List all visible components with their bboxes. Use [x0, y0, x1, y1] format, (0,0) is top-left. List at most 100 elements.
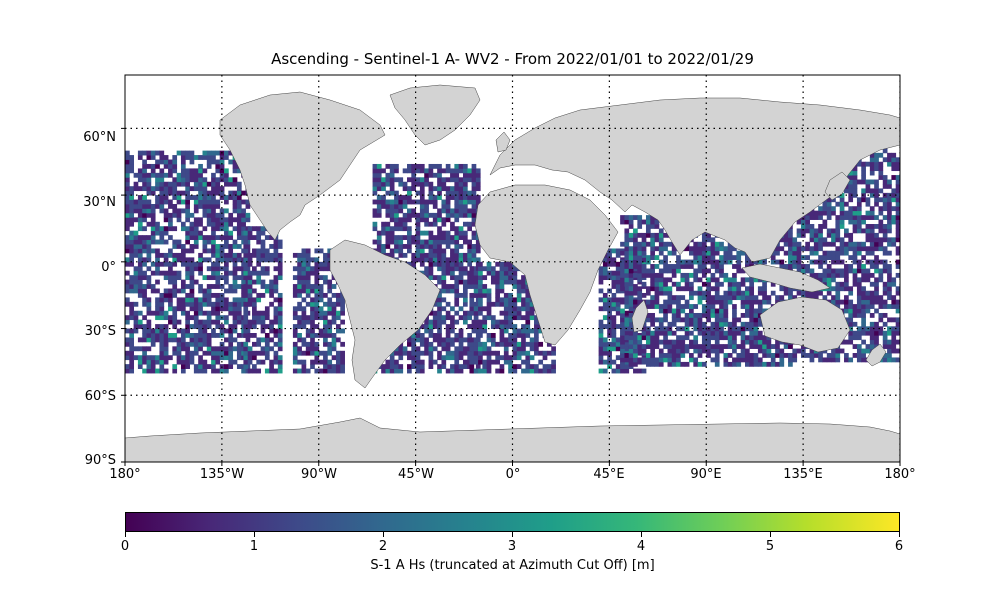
- data-cell: [441, 248, 447, 254]
- data-cell: [654, 295, 660, 301]
- data-cell: [273, 359, 279, 365]
- data-cell: [865, 304, 871, 309]
- data-cell: [689, 295, 694, 301]
- data-cell: [745, 357, 750, 363]
- data-cell: [168, 181, 173, 187]
- data-cell: [521, 350, 526, 356]
- data-cell: [163, 324, 169, 329]
- data-cell: [150, 341, 156, 347]
- data-cell: [243, 235, 249, 240]
- data-cell: [831, 272, 836, 278]
- data-cell: [372, 190, 378, 196]
- data-cell: [219, 355, 225, 361]
- data-cell: [615, 279, 621, 285]
- data-cell: [454, 252, 460, 258]
- data-cell: [236, 208, 242, 214]
- data-cell: [887, 277, 892, 283]
- data-cell: [142, 208, 147, 214]
- data-cell: [723, 255, 729, 261]
- data-cell: [458, 244, 464, 249]
- data-cell: [475, 195, 481, 200]
- data-cell: [335, 337, 341, 343]
- data-cell: [471, 163, 477, 169]
- data-cell: [202, 359, 208, 365]
- data-cell: [385, 208, 391, 214]
- data-cell: [150, 364, 156, 369]
- data-cell: [637, 264, 643, 269]
- data-cell: [133, 172, 139, 178]
- data-cell: [689, 259, 694, 265]
- data-cell: [335, 297, 341, 303]
- data-cell: [159, 306, 165, 312]
- data-cell: [247, 346, 253, 352]
- data-cell: [163, 186, 169, 192]
- data-cell: [684, 344, 690, 349]
- data-cell: [189, 257, 195, 263]
- data-cell: [331, 301, 337, 307]
- data-cell: [273, 355, 279, 361]
- data-cell: [428, 181, 434, 187]
- data-cell: [719, 321, 724, 327]
- data-cell: [826, 353, 832, 358]
- data-cell: [732, 272, 737, 278]
- data-cell: [323, 275, 328, 281]
- data-cell: [419, 244, 425, 249]
- data-cell: [525, 355, 531, 361]
- data-cell: [450, 177, 455, 183]
- data-cell: [215, 177, 221, 183]
- data-cell: [428, 324, 434, 329]
- data-cell: [163, 230, 169, 236]
- data-cell: [693, 272, 699, 278]
- data-cell: [598, 306, 604, 312]
- data-cell: [835, 290, 841, 296]
- data-cell: [473, 337, 479, 343]
- data-cell: [684, 312, 690, 318]
- data-cell: [645, 335, 651, 341]
- data-cell: [424, 217, 429, 223]
- data-cell: [411, 257, 417, 263]
- data-cell: [269, 364, 274, 369]
- data-cell: [710, 344, 716, 349]
- data-cell: [749, 295, 755, 301]
- data-cell: [310, 319, 315, 325]
- data-cell: [142, 226, 147, 232]
- data-cell: [615, 306, 621, 312]
- data-cell: [645, 215, 651, 220]
- data-cell: [133, 204, 139, 209]
- data-cell: [277, 346, 283, 352]
- data-cell: [424, 319, 429, 325]
- data-cell: [445, 355, 451, 361]
- data-cell: [236, 195, 242, 200]
- data-cell: [323, 324, 328, 329]
- antarctica: [125, 417, 900, 462]
- data-cell: [376, 248, 382, 254]
- data-cell: [684, 361, 690, 367]
- data-cell: [137, 346, 143, 352]
- data-cell: [462, 359, 468, 365]
- data-cell: [818, 246, 823, 252]
- data-cell: [159, 177, 165, 183]
- data-cell: [256, 248, 262, 254]
- data-cell: [775, 344, 780, 349]
- data-cell: [155, 150, 160, 156]
- data-cell: [252, 319, 257, 325]
- data-cell: [856, 326, 862, 332]
- data-cell: [499, 261, 505, 267]
- data-cell: [525, 364, 531, 369]
- data-cell: [667, 264, 673, 269]
- data-cell: [189, 292, 195, 298]
- data-cell: [839, 268, 845, 274]
- data-cell: [458, 315, 464, 321]
- data-cell: [529, 355, 535, 361]
- data-cell: [193, 364, 199, 369]
- data-cell: [835, 286, 841, 292]
- data-cell: [882, 330, 888, 336]
- data-cell: [269, 292, 274, 298]
- data-cell: [252, 226, 257, 232]
- data-cell: [800, 215, 806, 220]
- data-cell: [869, 344, 875, 349]
- data-cell: [856, 197, 862, 203]
- data-cell: [701, 344, 707, 349]
- data-cell: [159, 190, 165, 196]
- data-cell: [437, 368, 442, 374]
